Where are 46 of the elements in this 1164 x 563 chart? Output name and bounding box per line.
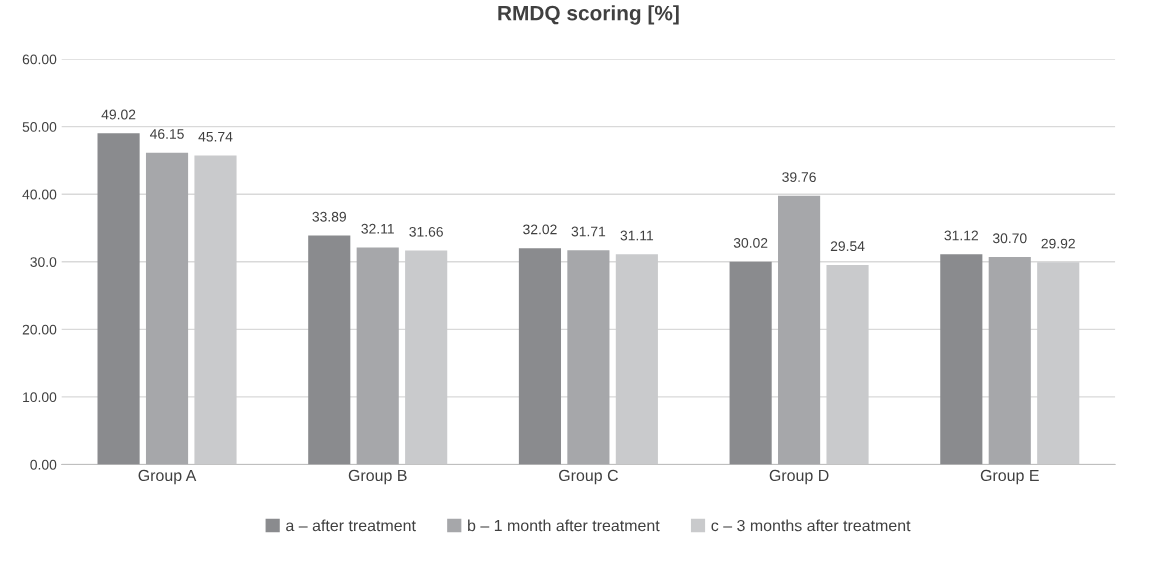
data-label: 39.76 bbox=[782, 172, 816, 182]
bar bbox=[567, 250, 610, 465]
x-tick-label: Group A bbox=[138, 469, 197, 485]
data-label: 31.71 bbox=[571, 226, 606, 237]
y-tick-label: 40.00 bbox=[22, 189, 57, 200]
y-tick-label: 0.00 bbox=[30, 459, 57, 470]
bar bbox=[194, 155, 237, 465]
x-tick-label: Group C bbox=[559, 469, 618, 485]
data-label: 32.11 bbox=[361, 223, 394, 234]
bar bbox=[405, 250, 448, 465]
y-tick-label: 30.0 bbox=[30, 257, 57, 267]
bar bbox=[988, 257, 1031, 465]
bar bbox=[615, 254, 658, 465]
data-label: 46.15 bbox=[149, 128, 184, 139]
bar bbox=[308, 235, 351, 465]
bar bbox=[1037, 262, 1080, 465]
data-label: 31.11 bbox=[620, 230, 654, 241]
bar bbox=[729, 261, 772, 465]
bar bbox=[826, 264, 869, 465]
data-label: 29.54 bbox=[830, 241, 865, 252]
data-label: 30.70 bbox=[992, 233, 1027, 244]
chart-title: RMDQ scoring [%] bbox=[498, 5, 679, 25]
bar bbox=[145, 152, 189, 465]
bar bbox=[97, 133, 140, 465]
y-tick-label: 50.00 bbox=[22, 122, 57, 132]
y-tick-label: 10.00 bbox=[23, 392, 57, 403]
bar bbox=[778, 195, 821, 465]
x-tick-label: Group B bbox=[348, 469, 407, 485]
x-tick-label: Group D bbox=[769, 469, 829, 485]
y-tick-label: 60.00 bbox=[22, 54, 57, 65]
data-label: 29.92 bbox=[1041, 238, 1075, 249]
bar bbox=[518, 248, 562, 465]
legend-label: a – after treatment bbox=[286, 519, 416, 532]
data-label: 32.02 bbox=[523, 224, 557, 235]
data-label: 33.89 bbox=[312, 211, 346, 222]
data-label: 45.74 bbox=[198, 131, 233, 142]
y-tick-label: 20.00 bbox=[22, 324, 57, 335]
legend-label: c – 3 months after treatment bbox=[711, 519, 911, 532]
legend-label: b – 1 month after treatment bbox=[468, 519, 660, 532]
data-label: 31.66 bbox=[409, 226, 443, 237]
bar bbox=[356, 247, 399, 465]
data-label: 30.02 bbox=[733, 237, 768, 248]
data-label: 31.12 bbox=[944, 230, 978, 241]
bar bbox=[940, 254, 983, 465]
x-tick-label: Group E bbox=[980, 469, 1039, 485]
data-label: 49.02 bbox=[101, 109, 136, 120]
